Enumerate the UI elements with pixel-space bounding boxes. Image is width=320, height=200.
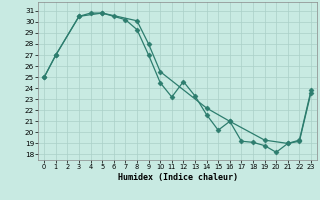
- X-axis label: Humidex (Indice chaleur): Humidex (Indice chaleur): [118, 173, 238, 182]
